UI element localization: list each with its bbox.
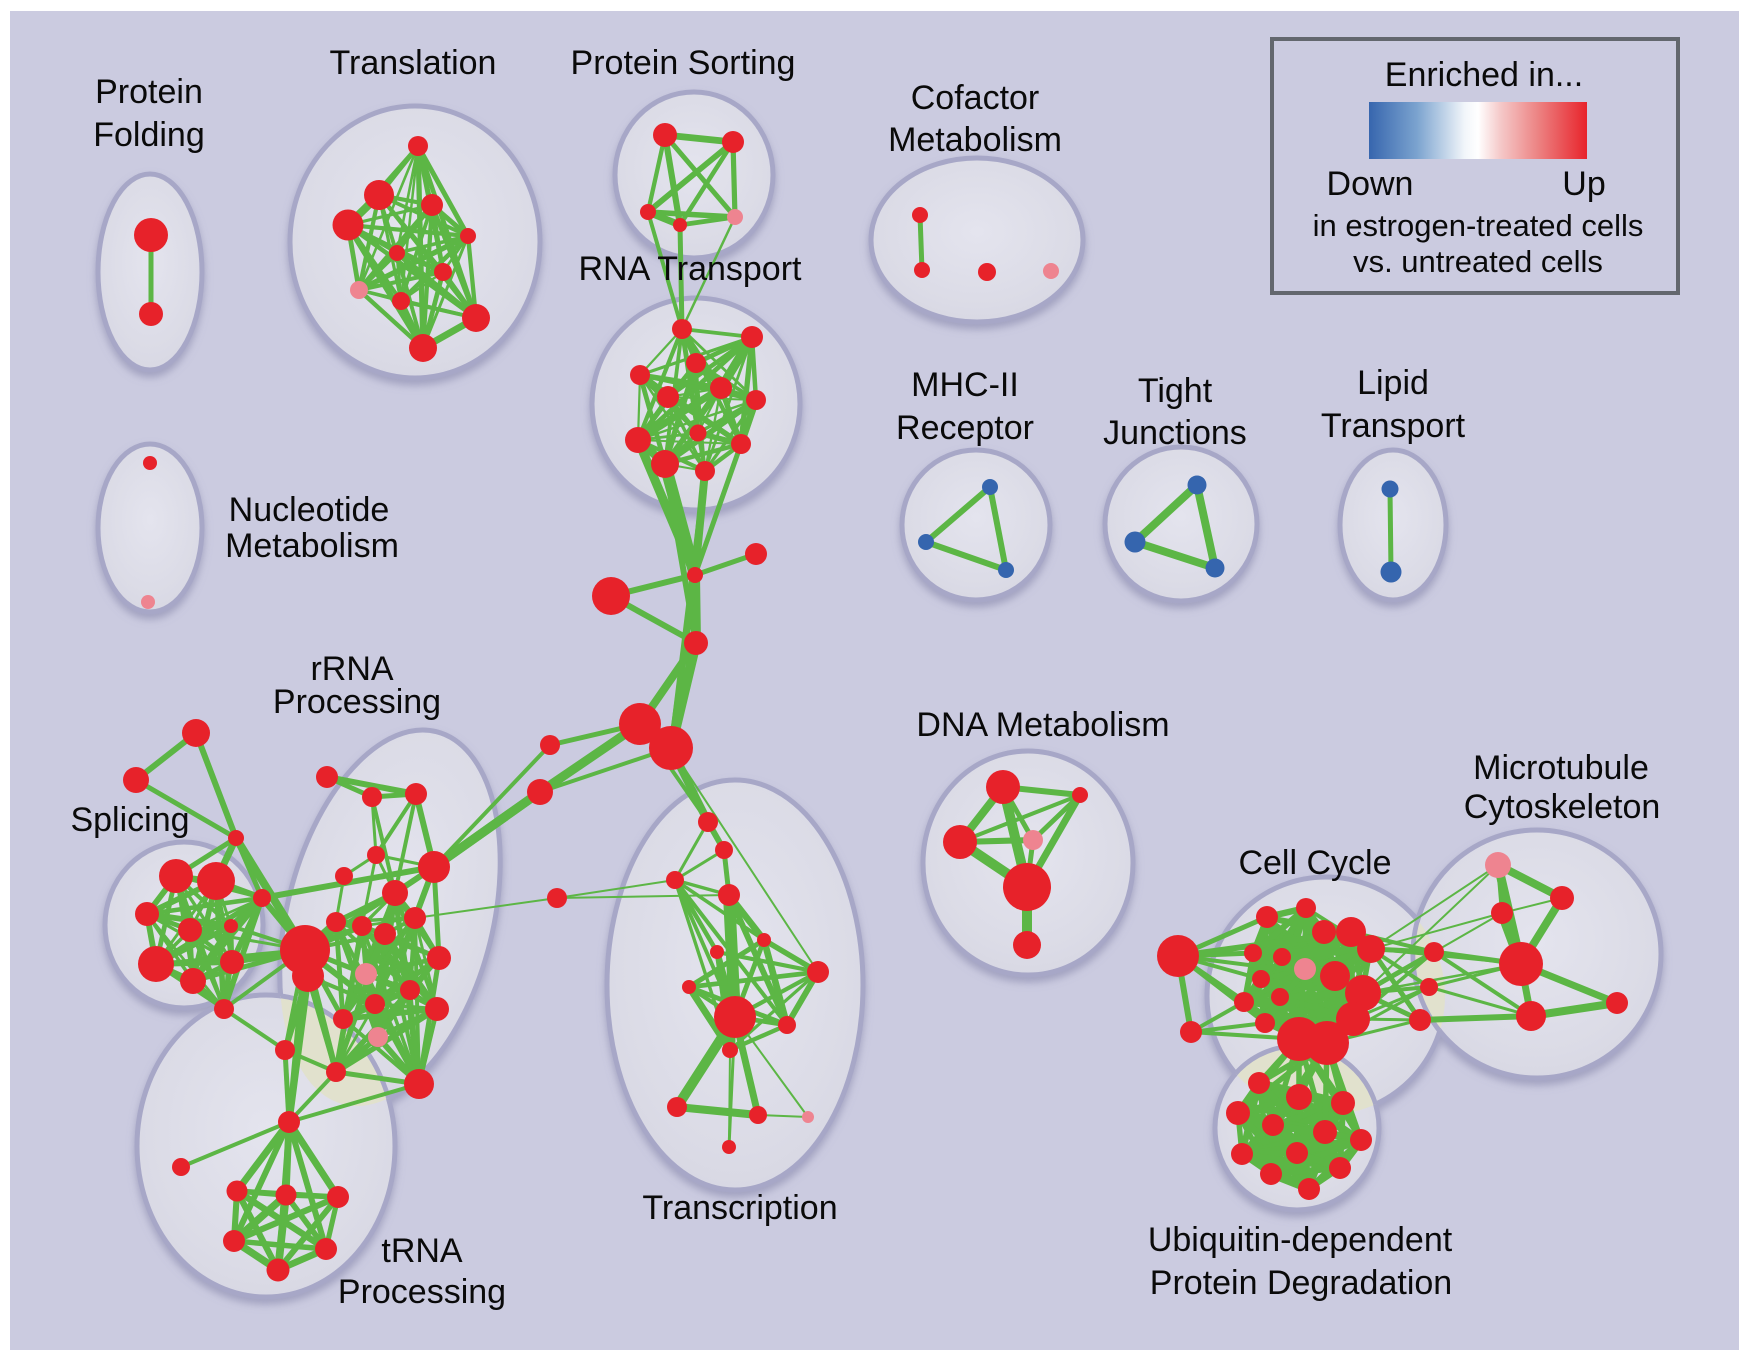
svg-text:Junctions: Junctions (1103, 414, 1247, 452)
svg-text:Receptor: Receptor (896, 409, 1034, 447)
svg-text:vs. untreated cells: vs. untreated cells (1353, 244, 1603, 279)
svg-text:Splicing: Splicing (70, 801, 189, 839)
svg-text:Cofactor: Cofactor (911, 79, 1040, 117)
svg-text:Enriched in...: Enriched in... (1385, 56, 1583, 94)
svg-text:rRNA: rRNA (310, 650, 393, 688)
svg-text:Transcription: Transcription (642, 1189, 837, 1227)
svg-text:Up: Up (1562, 165, 1605, 203)
svg-text:Lipid: Lipid (1357, 364, 1429, 402)
svg-text:Protein: Protein (95, 73, 203, 111)
svg-text:Processing: Processing (273, 683, 441, 721)
svg-text:tRNA: tRNA (381, 1232, 463, 1270)
svg-text:Down: Down (1327, 165, 1414, 203)
svg-text:in estrogen-treated cells: in estrogen-treated cells (1313, 208, 1644, 243)
svg-text:MHC-II: MHC-II (911, 366, 1019, 404)
svg-text:RNA Transport: RNA Transport (579, 250, 803, 288)
svg-text:Processing: Processing (338, 1273, 506, 1311)
svg-text:Folding: Folding (93, 116, 205, 154)
svg-text:Microtubule: Microtubule (1473, 749, 1649, 787)
svg-text:Translation: Translation (330, 44, 497, 82)
svg-text:DNA Metabolism: DNA Metabolism (916, 706, 1169, 744)
svg-text:Ubiquitin-dependent: Ubiquitin-dependent (1148, 1221, 1453, 1259)
svg-text:Protein Sorting: Protein Sorting (571, 44, 796, 82)
svg-text:Nucleotide: Nucleotide (229, 491, 390, 529)
svg-text:Transport: Transport (1321, 407, 1466, 445)
svg-text:Protein Degradation: Protein Degradation (1150, 1264, 1452, 1302)
svg-text:Cell Cycle: Cell Cycle (1238, 844, 1391, 882)
svg-text:Metabolism: Metabolism (225, 527, 399, 565)
svg-text:Cytoskeleton: Cytoskeleton (1464, 788, 1661, 826)
svg-text:Metabolism: Metabolism (888, 121, 1062, 159)
svg-text:Tight: Tight (1138, 372, 1213, 410)
